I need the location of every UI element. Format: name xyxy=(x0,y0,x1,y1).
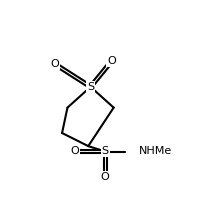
Text: O: O xyxy=(71,147,80,157)
Text: O: O xyxy=(107,56,116,66)
Text: NHMe: NHMe xyxy=(139,147,172,157)
Text: S: S xyxy=(102,147,109,157)
Text: S: S xyxy=(87,82,94,92)
Text: O: O xyxy=(101,172,110,182)
Text: O: O xyxy=(50,59,59,69)
